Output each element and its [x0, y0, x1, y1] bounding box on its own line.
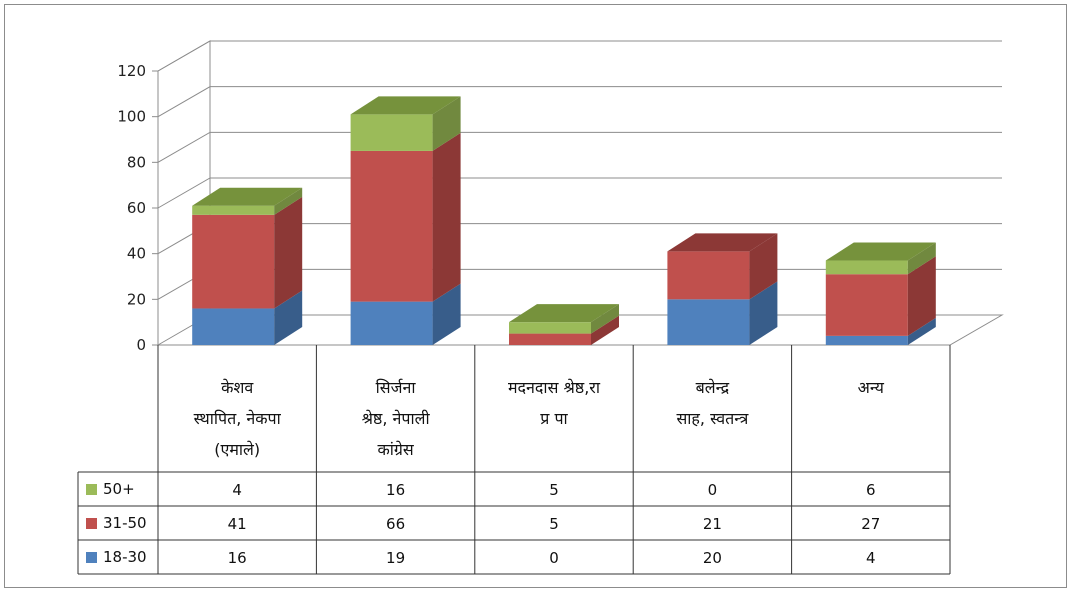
category-label-line: कांग्रेस: [377, 440, 414, 459]
bar-side-31-50: [591, 315, 619, 345]
bar-stack: [192, 187, 303, 345]
bar-segment-50+: [192, 205, 275, 215]
bars: [192, 96, 936, 345]
y-tick-label: 20: [127, 290, 146, 308]
table-cell-value: 66: [386, 515, 405, 533]
bar-segment-18-30: [825, 335, 908, 345]
y-tick-label: 120: [117, 62, 146, 80]
category-label-line: श्रेष्ठ, नेपाली: [362, 409, 431, 428]
table-cell-value: 4: [866, 549, 876, 567]
data-table: केशव स्थापित, नेकपा (एमाले) सिर्जना श्रेष्ठ,…: [77, 345, 951, 575]
bar-side-31-50: [907, 256, 936, 336]
bar-side-50+: [907, 242, 936, 275]
bar-segment-18-30: [192, 308, 275, 345]
table-cell-value: 41: [228, 515, 247, 533]
chart-frame: [4, 4, 1067, 588]
table-cell-value: 0: [549, 549, 559, 567]
table-cell-value: 5: [549, 515, 559, 533]
category-label-line: (एमाले): [214, 440, 260, 459]
bar-stack: [825, 242, 936, 345]
bar-segment-18-30: [667, 299, 750, 345]
bar-segment-31-50: [192, 214, 275, 309]
y-axis-ticks: 0 20 40 60 80 100 120: [117, 62, 146, 354]
legend-swatch-18-30: [86, 552, 97, 563]
bar-segment-50+: [509, 322, 591, 334]
table-cell-value: 16: [228, 549, 247, 567]
category-label-line: मदनदास श्रेष्ठ,रा: [508, 378, 601, 397]
table-cell-value: 16: [386, 481, 405, 499]
bar-stack: [350, 96, 461, 345]
legend-swatch-31-50: [86, 518, 97, 529]
category-label-line: स्थापित, नेकपा: [194, 409, 282, 428]
bar-segment-50+: [350, 114, 433, 151]
bar-segment-31-50: [825, 274, 908, 336]
category-label: मदनदास श्रेष्ठ,रा प्र पा: [508, 378, 601, 428]
bar-stack: [509, 304, 619, 345]
category-label: बलेन्द्र साह, स्वतन्त्र: [676, 378, 749, 428]
table-cell-value: 4: [232, 481, 242, 499]
bar-segment-18-30: [350, 301, 433, 345]
legend-label: 50+: [103, 480, 135, 498]
legend-label: 18-30: [103, 548, 147, 566]
bar-side-50+: [591, 304, 619, 334]
gridline: [157, 86, 1002, 118]
bar-top: [192, 187, 303, 206]
gridline: [157, 177, 1002, 209]
bar-side-18-30: [432, 283, 461, 345]
bar-segment-31-50: [667, 251, 750, 300]
legend-label: 31-50: [103, 514, 147, 532]
bar-top: [667, 233, 778, 252]
category-label-line: केशव: [221, 378, 254, 397]
bar-side-31-50: [432, 132, 461, 302]
bar-side-31-50: [749, 233, 778, 300]
y-tick-label: 0: [136, 336, 146, 354]
bar-side-31-50: [274, 196, 303, 309]
y-tick-label: 80: [127, 153, 146, 171]
category-label: अन्य: [858, 378, 885, 397]
category-label-line: बलेन्द्र: [696, 378, 730, 397]
category-label-line: साह, स्वतन्त्र: [676, 409, 749, 428]
legend-swatch-50+: [86, 484, 97, 495]
table-cell-value: 6: [866, 481, 876, 499]
y-tick-label: 60: [127, 199, 146, 217]
bar-side-18-30: [749, 281, 778, 345]
table-cell-value: 0: [708, 481, 718, 499]
bar-stack: [667, 233, 778, 345]
y-tick-label: 100: [117, 108, 146, 126]
bar-side-50+: [274, 187, 303, 215]
bar-side-18-30: [907, 317, 936, 345]
bar-side-18-30: [274, 290, 303, 345]
bar-top: [509, 304, 619, 323]
bar-segment-31-50: [509, 333, 591, 345]
table-cell-value: 27: [861, 515, 880, 533]
bar-top: [350, 96, 461, 115]
category-label-line: प्र पा: [540, 409, 568, 428]
category-label-line: अन्य: [858, 378, 885, 397]
table-cell-value: 19: [386, 549, 405, 567]
category-label: सिर्जना श्रेष्ठ, नेपाली कांग्रेस: [362, 378, 431, 459]
bar-segment-50+: [825, 260, 908, 275]
table-cell-value: 21: [703, 515, 722, 533]
bar-segment-31-50: [350, 150, 433, 302]
bar-top: [825, 242, 936, 261]
table-cell-value: 20: [703, 549, 722, 567]
y-tick-label: 40: [127, 245, 146, 263]
table-cell-value: 5: [549, 481, 559, 499]
category-label-line: सिर्जना: [376, 378, 417, 397]
gridline: [157, 40, 1002, 72]
category-label: केशव स्थापित, नेकपा (एमाले): [194, 378, 282, 459]
gridline: [157, 131, 1002, 163]
bar-side-50+: [432, 96, 461, 151]
